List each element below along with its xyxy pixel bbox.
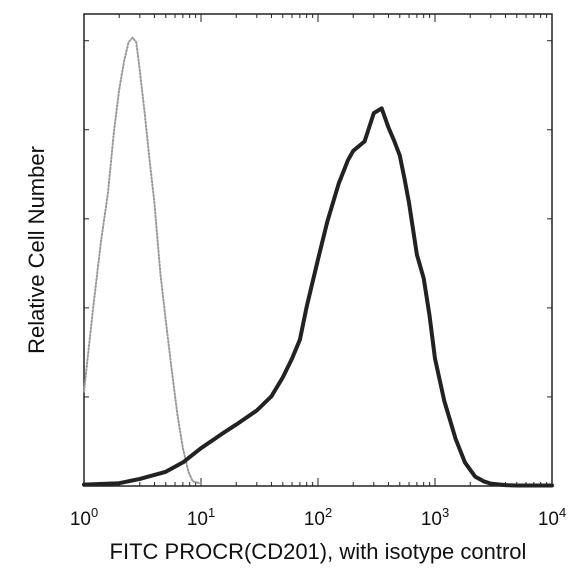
plot-frame bbox=[83, 13, 553, 487]
y-axis-title: Relative Cell Number bbox=[24, 146, 49, 354]
isotype-control-curve bbox=[83, 36, 202, 485]
x-tick-label: 102 bbox=[304, 505, 332, 530]
x-tick-label: 100 bbox=[70, 505, 98, 530]
procr-stained-curve bbox=[82, 106, 554, 488]
x-tick-label: 101 bbox=[187, 505, 215, 530]
x-tick-label: 104 bbox=[538, 505, 566, 530]
x-axis-title: FITC PROCR(CD201), with isotype control bbox=[110, 539, 527, 564]
series-layer bbox=[82, 36, 554, 488]
tick-marks bbox=[83, 14, 553, 486]
x-tick-label: 103 bbox=[421, 505, 449, 530]
x-tick-labels: 100 101 102 103 104 bbox=[70, 505, 566, 530]
